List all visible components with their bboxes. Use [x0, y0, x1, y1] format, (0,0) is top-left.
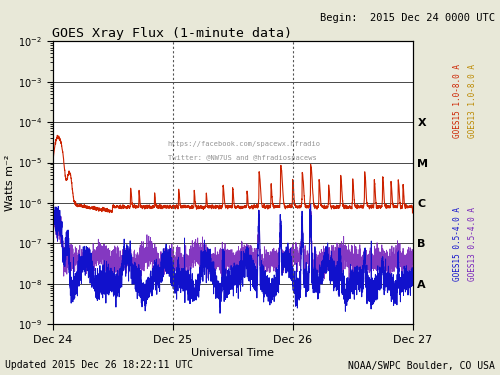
Text: Updated 2015 Dec 26 18:22:11 UTC: Updated 2015 Dec 26 18:22:11 UTC	[5, 360, 193, 370]
Text: NOAA/SWPC Boulder, CO USA: NOAA/SWPC Boulder, CO USA	[348, 360, 495, 370]
Text: https://facebook.com/spacewx.hfradio: https://facebook.com/spacewx.hfradio	[168, 141, 320, 147]
Y-axis label: Watts m⁻²: Watts m⁻²	[5, 154, 15, 211]
Text: GOES15 0.5-4.0 A: GOES15 0.5-4.0 A	[453, 207, 462, 281]
Text: Begin:  2015 Dec 24 0000 UTC: Begin: 2015 Dec 24 0000 UTC	[320, 13, 495, 23]
Text: GOES15 1.0-8.0 A: GOES15 1.0-8.0 A	[453, 64, 462, 138]
X-axis label: Universal Time: Universal Time	[191, 348, 274, 358]
Text: Twitter: @NW7US and @hfradiospacews: Twitter: @NW7US and @hfradiospacews	[168, 155, 316, 161]
Text: GOES13 1.0-8.0 A: GOES13 1.0-8.0 A	[468, 64, 477, 138]
Text: GOES Xray Flux (1-minute data): GOES Xray Flux (1-minute data)	[52, 27, 292, 40]
Text: GOES13 0.5-4.0 A: GOES13 0.5-4.0 A	[468, 207, 477, 281]
